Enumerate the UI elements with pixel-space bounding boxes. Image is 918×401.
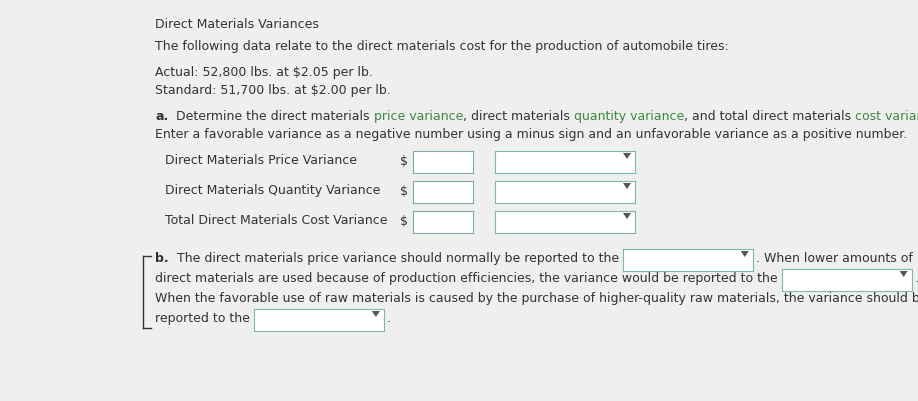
Text: . When lower amounts of: . When lower amounts of — [756, 252, 912, 265]
Text: price variance: price variance — [374, 110, 463, 123]
Text: The following data relate to the direct materials cost for the production of aut: The following data relate to the direct … — [155, 40, 729, 53]
Text: Total Direct Materials Cost Variance: Total Direct Materials Cost Variance — [165, 214, 387, 227]
Text: a.: a. — [155, 110, 168, 123]
Text: b.: b. — [155, 252, 169, 265]
Text: quantity variance: quantity variance — [574, 110, 684, 123]
Text: Direct Materials Quantity Variance: Direct Materials Quantity Variance — [165, 184, 380, 197]
Text: , and total direct materials: , and total direct materials — [684, 110, 856, 123]
Text: cost variance: cost variance — [856, 110, 918, 123]
Text: $: $ — [400, 215, 408, 228]
Text: The direct materials price variance should normally be reported to the: The direct materials price variance shou… — [169, 252, 619, 265]
Text: When the favorable use of raw materials is caused by the purchase of higher-qual: When the favorable use of raw materials … — [155, 292, 918, 305]
Text: direct materials are used because of production efficiencies, the variance would: direct materials are used because of pro… — [155, 272, 778, 285]
Text: Enter a favorable variance as a negative number using a minus sign and an unfavo: Enter a favorable variance as a negative… — [155, 128, 907, 141]
Text: Direct Materials Price Variance: Direct Materials Price Variance — [165, 154, 357, 167]
Text: , direct materials: , direct materials — [463, 110, 574, 123]
Text: .: . — [914, 272, 918, 285]
Text: Direct Materials Variances: Direct Materials Variances — [155, 18, 319, 31]
Text: .: . — [386, 312, 391, 325]
Text: $: $ — [400, 185, 408, 198]
Text: $: $ — [400, 155, 408, 168]
Text: Standard: 51,700 lbs. at $2.00 per lb.: Standard: 51,700 lbs. at $2.00 per lb. — [155, 84, 391, 97]
Text: reported to the: reported to the — [155, 312, 250, 325]
Text: Actual: 52,800 lbs. at $2.05 per lb.: Actual: 52,800 lbs. at $2.05 per lb. — [155, 66, 373, 79]
Text: Determine the direct materials: Determine the direct materials — [168, 110, 374, 123]
